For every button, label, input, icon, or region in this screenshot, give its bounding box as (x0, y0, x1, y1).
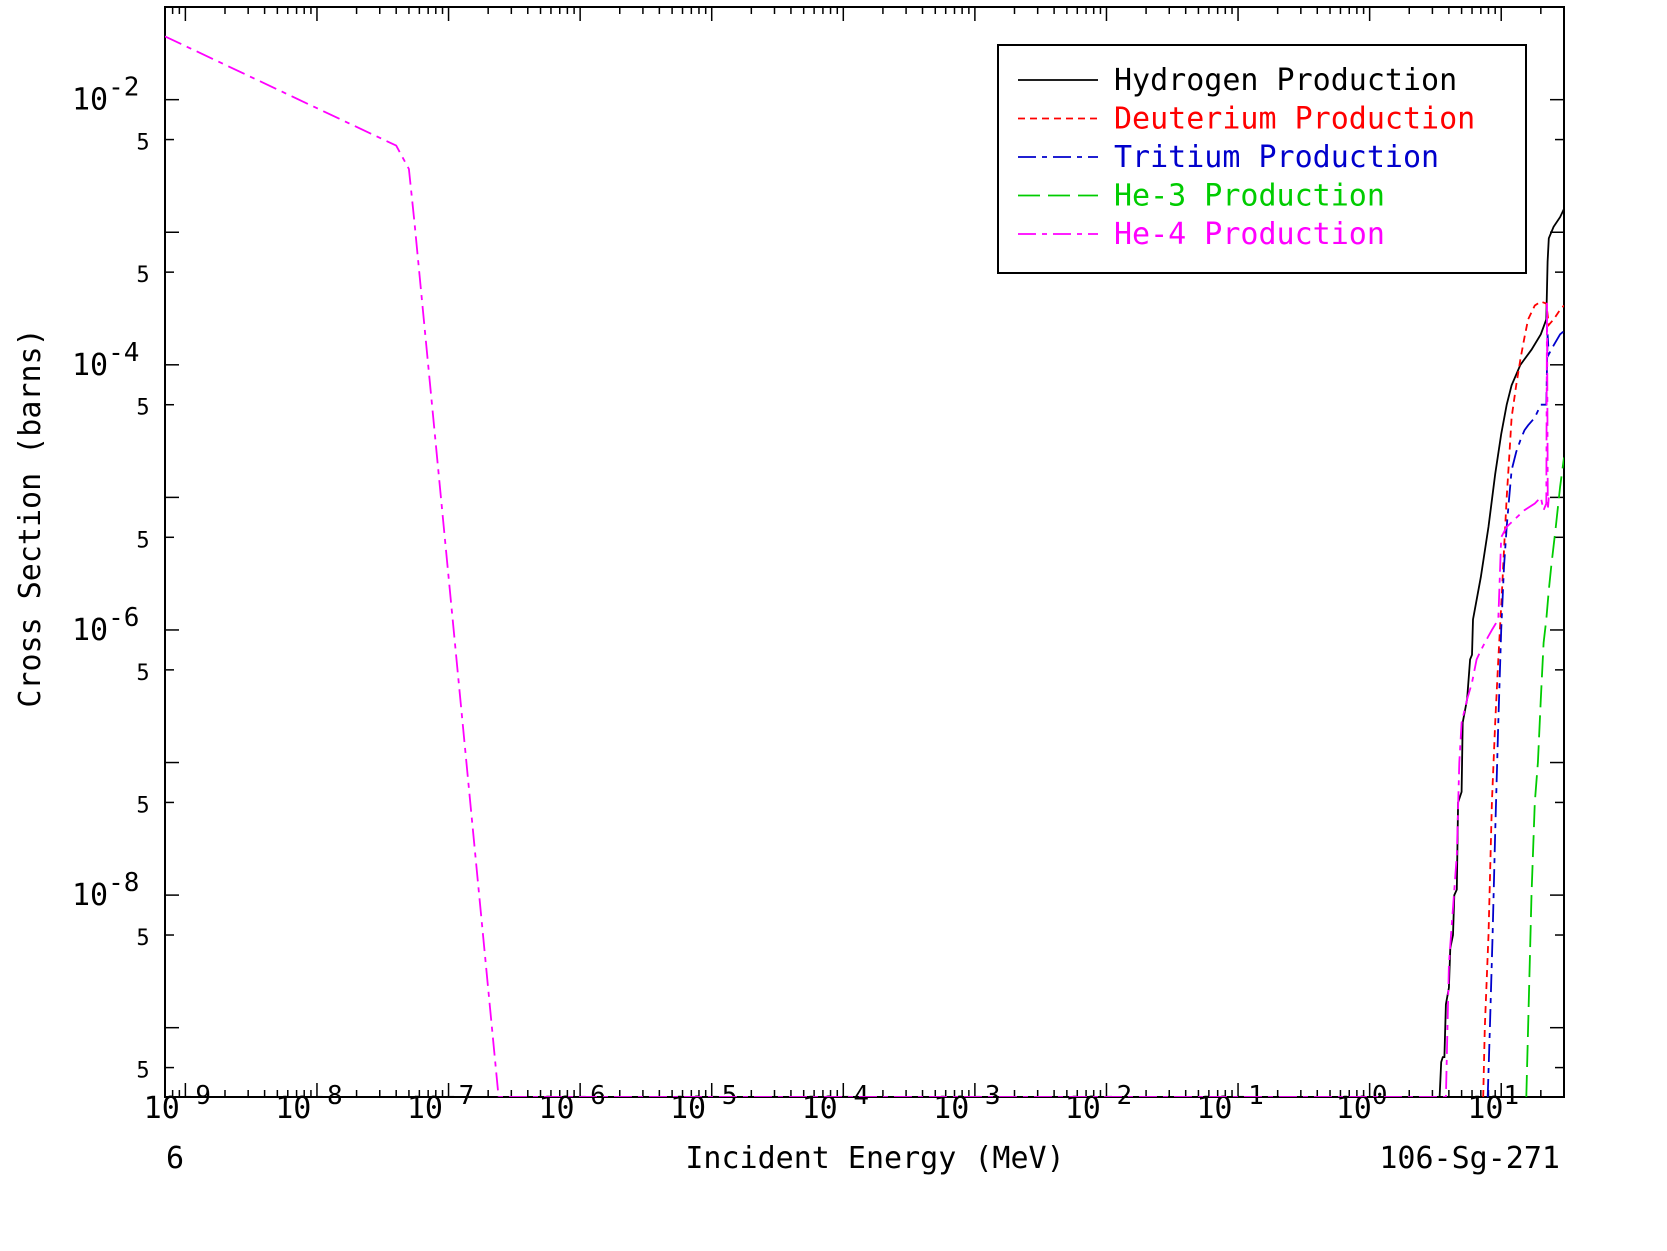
y-minor-label: 5 (136, 131, 149, 156)
series-line-3 (1525, 457, 1564, 1097)
legend: Hydrogen Production Deuterium ProductionT… (997, 44, 1527, 274)
y-minor-label: 5 (136, 793, 149, 818)
axis-ticks (164, 6, 1565, 1097)
series-line-0 (1438, 208, 1564, 1097)
x-tick-label: 100 (1336, 1081, 1388, 1126)
x-tick-label: 10-2 (1065, 1081, 1132, 1126)
series-layer (165, 35, 1564, 1097)
axis-tick-labels: 10-9 10-8 10-7 10-6 10-5 10-4 10-3 10-2 10-1 100 1… (72, 73, 1519, 1126)
x-tick-label: 101 (1467, 1081, 1519, 1126)
y-minor-label: 5 (136, 396, 149, 421)
series-line-2 (1486, 330, 1564, 1097)
x-axis-title: Incident Energy (MeV) (685, 1141, 1064, 1176)
y-minor-label: 5 (136, 263, 149, 288)
legend-label-0: Hydrogen Production (1114, 63, 1457, 98)
x-tick-label: 10-3 (933, 1081, 1000, 1126)
y-minor-label: 5 (136, 1059, 149, 1084)
y-minor-label: 5 (136, 926, 149, 951)
footer-left-label: 6 (166, 1141, 184, 1176)
x-tick-label: 10-7 (407, 1081, 474, 1126)
x-tick-label: 10-4 (802, 1081, 869, 1126)
x-tick-label: 10-9 (144, 1081, 211, 1126)
x-tick-label: 10-8 (275, 1081, 342, 1126)
y-minor-label: 5 (136, 661, 149, 686)
y-axis-title: Cross Section (barns) (13, 328, 48, 707)
y-tick-label: 10-2 (72, 73, 139, 118)
legend-box (997, 44, 1527, 274)
y-minor-label: 5 (136, 528, 149, 553)
footer-right-label: 106-Sg-271 (1379, 1141, 1560, 1176)
x-tick-label: 10-5 (670, 1081, 737, 1126)
legend-label-4: He-4 Production (1114, 217, 1385, 252)
y-tick-label: 10-6 (72, 603, 139, 648)
x-tick-label: 10-6 (538, 1081, 605, 1126)
y-tick-label: 10-4 (72, 338, 139, 383)
y-tick-label: 10-8 (72, 868, 139, 913)
legend-label-1: Deuterium Production (1114, 102, 1475, 137)
legend-label-2: Tritium Production (1114, 140, 1439, 175)
series-line-1 (1482, 300, 1564, 1097)
x-tick-label: 10-1 (1196, 1081, 1263, 1126)
legend-label-3: He-3 Production (1114, 179, 1385, 214)
